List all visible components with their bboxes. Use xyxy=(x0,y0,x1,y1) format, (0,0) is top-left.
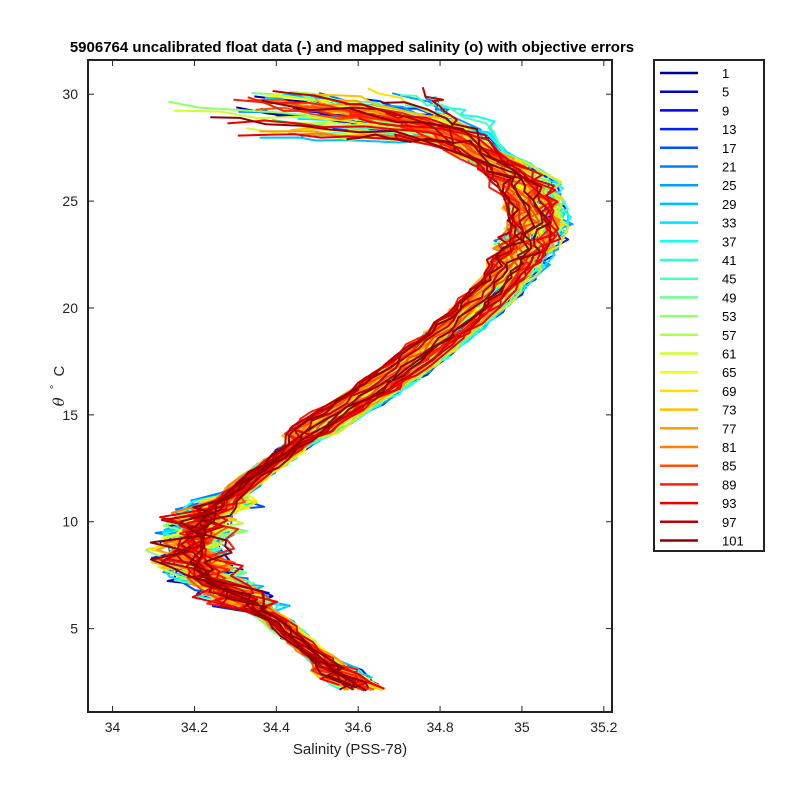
y-tick-label: 5 xyxy=(70,621,78,637)
legend-label: 13 xyxy=(722,122,736,137)
legend-label: 45 xyxy=(722,272,736,287)
y-axis: 5 10 15 20 25 30 xyxy=(62,86,612,637)
plot-frame xyxy=(87,59,613,713)
legend-label: 41 xyxy=(722,253,736,268)
legend-label: 1 xyxy=(722,66,729,81)
profile-line-97 xyxy=(160,90,525,688)
y-tick-label: 25 xyxy=(62,193,78,209)
x-tick-label: 34 xyxy=(105,719,121,735)
x-tick-label: 34.4 xyxy=(263,719,290,735)
y-tick-label: 15 xyxy=(62,407,78,423)
y-axis-label-symbol: θ xyxy=(50,397,68,406)
legend-label: 57 xyxy=(722,328,736,343)
y-tick-label: 20 xyxy=(62,300,78,316)
x-tick-label: 34.6 xyxy=(345,719,372,735)
profile-line-101 xyxy=(189,101,552,689)
legend-label: 93 xyxy=(722,496,736,511)
legend-label: 77 xyxy=(722,421,736,436)
legend: 1 5 9 13 17 21 25 29 33 37 41 45 49 53 57 61 65 69 73 77 81 8… xyxy=(653,59,765,552)
legend-label: 17 xyxy=(722,141,736,156)
x-tick-label: 34.8 xyxy=(426,719,453,735)
legend-items: 1 5 9 13 17 21 25 29 33 37 41 45 49 53 57 61 65 69 73 77 81 8… xyxy=(660,66,744,549)
legend-label: 89 xyxy=(722,477,736,492)
legend-label: 61 xyxy=(722,347,736,362)
profile-line-101 xyxy=(194,133,536,692)
legend-box xyxy=(653,59,765,552)
y-tick-label: 10 xyxy=(62,514,78,530)
x-tick-label: 34.2 xyxy=(181,719,208,735)
y-axis-label: θ ° C xyxy=(45,366,68,407)
chart-title: 5906764 uncalibrated float data (-) and … xyxy=(70,39,634,56)
y-tick-label: 30 xyxy=(62,86,78,102)
y-axis-label-unit: C xyxy=(51,366,68,377)
legend-label: 33 xyxy=(722,216,736,231)
y-axis-label-degree: ° xyxy=(49,385,61,389)
legend-label: 5 xyxy=(722,85,729,100)
legend-label: 53 xyxy=(722,309,736,324)
x-axis-label: Salinity (PSS-78) xyxy=(293,741,407,758)
x-tick-label: 35 xyxy=(514,719,530,735)
legend-label: 69 xyxy=(722,384,736,399)
x-tick-label: 35.2 xyxy=(590,719,617,735)
profile-line-101 xyxy=(149,116,525,689)
legend-label: 21 xyxy=(722,160,736,175)
legend-label: 37 xyxy=(722,234,736,249)
legend-label: 49 xyxy=(722,290,736,305)
legend-label: 97 xyxy=(722,515,736,530)
profile-traces xyxy=(144,87,574,692)
legend-label: 101 xyxy=(722,534,744,549)
legend-label: 85 xyxy=(722,459,736,474)
legend-label: 81 xyxy=(722,440,736,455)
legend-label: 65 xyxy=(722,365,736,380)
x-axis: 34 34.2 34.4 34.6 34.8 35 35.2 xyxy=(105,60,618,735)
legend-label: 25 xyxy=(722,178,736,193)
legend-label: 73 xyxy=(722,403,736,418)
legend-label: 29 xyxy=(722,197,736,212)
legend-label: 9 xyxy=(722,103,729,118)
